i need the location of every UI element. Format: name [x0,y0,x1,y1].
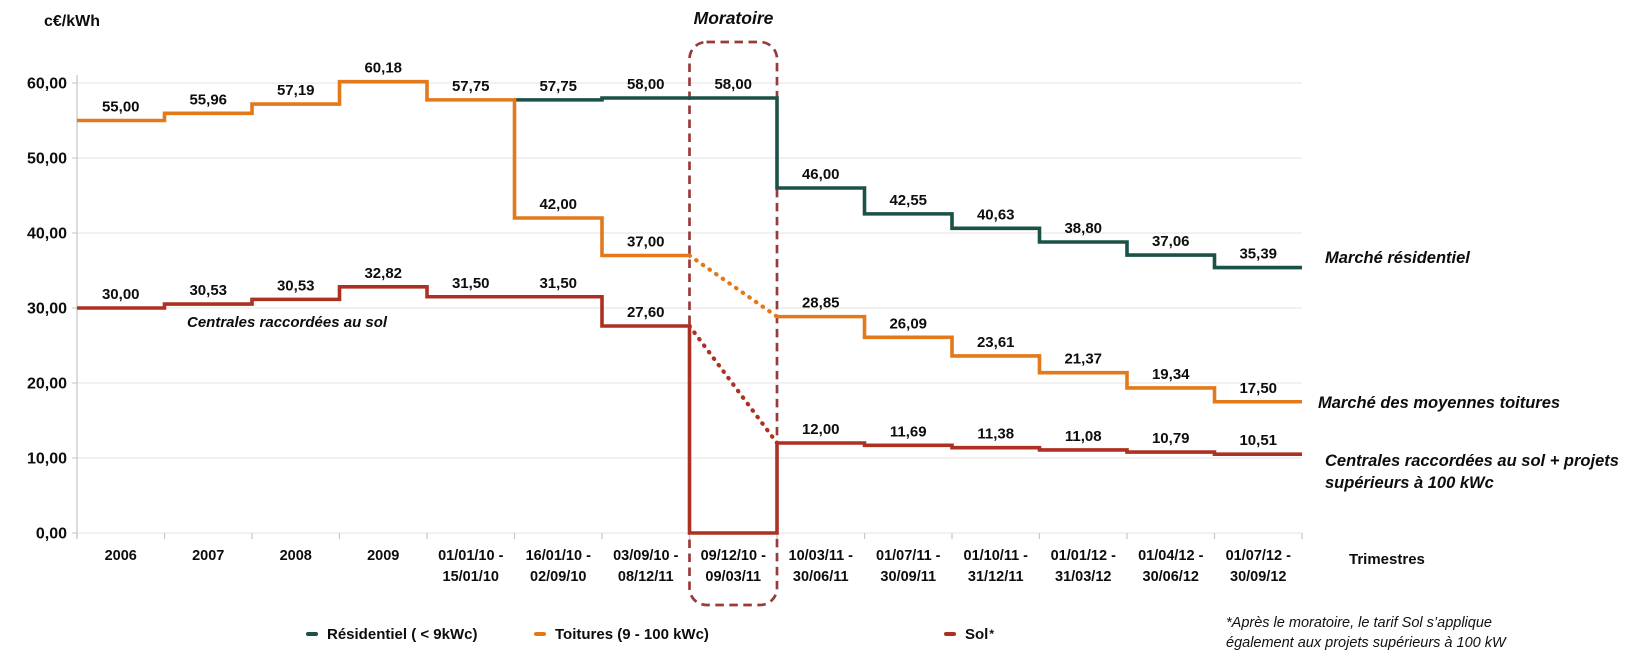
y-tick-label: 20,00 [27,376,67,393]
data-label-sol: 31,50 [452,275,490,292]
moratoire-transition-toitures [687,253,780,319]
data-label-toitures: 19,34 [1152,366,1190,383]
footnote-line2: également aux projets supérieurs à 100 k… [1226,635,1506,651]
x-tick-label: 10/03/11 - [789,548,854,564]
x-tick-label: 31/12/11 [968,569,1024,585]
x-tick-label: 01/07/12 - [1226,548,1291,564]
moratoire-transition-sol [687,323,780,446]
legend-label-sol: Sol [965,625,989,643]
y-axis-title: c€/kWh [44,13,101,30]
legend-item-residentiel: Résidentiel ( < 9kWc) [306,624,477,644]
data-label-residentiel: 37,06 [1152,233,1190,250]
x-tick-label: 15/01/10 [443,569,499,585]
series-line-sol [77,285,1302,535]
data-label-sol: 11,08 [1065,428,1102,445]
footnote: *Après le moratoire, le tarif Sol s’appl… [1226,613,1506,653]
y-tick-label: 50,00 [27,151,67,168]
x-tick-label: 01/10/11 - [964,548,1029,564]
data-label-sol: 30,53 [277,277,315,294]
data-label-toitures: 57,75 [452,78,490,95]
x-tick-label: 30/06/11 [793,569,849,585]
data-label-residentiel: 38,80 [1064,220,1102,237]
data-label-residentiel: 42,55 [889,192,927,209]
legend-label-toitures: Toitures (9 - 100 kWc) [555,625,709,643]
annotation-centrales-sol: Centrales raccordées au sol [187,314,388,331]
x-tick-label: 2007 [192,548,224,564]
data-label-sol: 32,82 [364,265,402,282]
x-tick-label: 08/12/11 [618,569,674,585]
x-tick-label: 30/06/12 [1143,569,1199,585]
x-tick-label: 2008 [280,548,312,564]
side-label-centrales-sol-line1: Centrales raccordées au sol + projets [1325,452,1619,470]
data-label-sol: 30,53 [189,282,227,299]
series-line-residentiel [514,96,1302,270]
data-label-residentiel: 57,75 [539,78,577,95]
data-label-toitures: 17,50 [1239,380,1277,397]
data-label-toitures: 42,00 [539,196,577,213]
y-tick-label: 30,00 [27,301,67,318]
data-label-sol: 11,69 [890,423,927,440]
data-label-residentiel: 40,63 [977,206,1015,223]
x-tick-label: 02/09/10 [530,569,586,585]
data-label-toitures: 21,37 [1064,351,1102,368]
side-label-moyennes-toitures: Marché des moyennes toitures [1318,394,1561,412]
x-tick-label: 01/07/11 - [876,548,941,564]
x-tick-label: 2009 [367,548,399,564]
y-tick-label: 10,00 [27,451,67,468]
legend-marker-toitures [534,632,546,636]
x-tick-label: 01/01/12 - [1051,548,1116,564]
side-label-centrales-sol-line2: supérieurs à 100 kWc [1325,473,1494,492]
legend-marker-sol [944,632,956,636]
data-label-sol: 30,00 [102,286,140,303]
x-tick-label: 09/03/11 [705,569,761,585]
x-tick-label: 03/09/10 - [613,548,678,564]
data-label-toitures: 28,85 [802,295,840,312]
x-tick-label: 01/04/12 - [1138,548,1203,564]
y-tick-label: 40,00 [27,226,67,243]
series-line-toitures [77,79,1302,404]
data-label-sol: 27,60 [627,304,665,321]
data-label-residentiel: 58,00 [714,76,752,93]
y-tick-label: 60,00 [27,76,67,93]
data-label-residentiel: 46,00 [802,166,840,183]
side-label-centrales-sol: Centrales raccordées au sol + projets su… [1325,451,1619,494]
x-axis-title: Trimestres [1349,551,1425,568]
x-tick-label: 09/12/10 - [701,548,766,564]
data-label-toitures: 26,09 [889,315,927,332]
x-tick-label: 01/01/10 - [438,548,503,564]
data-label-sol: 12,00 [802,421,840,438]
data-label-toitures: 57,19 [277,82,315,99]
data-label-residentiel: 35,39 [1239,246,1277,263]
data-label-sol: 10,51 [1239,432,1277,449]
data-label-sol: 31,50 [539,275,577,292]
side-label-marche-residentiel: Marché résidentiel [1325,249,1470,267]
moratoire-box [688,40,779,607]
data-label-sol: 11,38 [977,426,1014,443]
legend-label-residentiel: Résidentiel ( < 9kWc) [327,625,478,643]
x-tick-label: 2006 [105,548,137,564]
legend-item-sol: Sol * [944,624,994,644]
data-label-toitures: 55,96 [189,91,227,108]
x-tick-label: 30/09/12 [1230,569,1286,585]
x-tick-label: 30/09/11 [880,569,936,585]
y-tick-label: 0,00 [36,526,67,543]
x-tick-label: 16/01/10 - [526,548,591,564]
legend-item-toitures: Toitures (9 - 100 kWc) [534,624,709,644]
data-label-toitures: 55,00 [102,99,140,116]
data-label-residentiel: 58,00 [627,76,665,93]
x-tick-label: 31/03/12 [1055,569,1111,585]
footnote-line1: *Après le moratoire, le tarif Sol s’appl… [1226,615,1492,631]
data-label-sol: 10,79 [1152,430,1190,447]
moratoire-label: Moratoire [693,8,774,28]
data-label-toitures: 60,18 [364,60,402,77]
legend-marker-residentiel [306,632,318,636]
data-label-toitures: 37,00 [627,234,665,251]
data-label-toitures: 23,61 [977,334,1015,351]
